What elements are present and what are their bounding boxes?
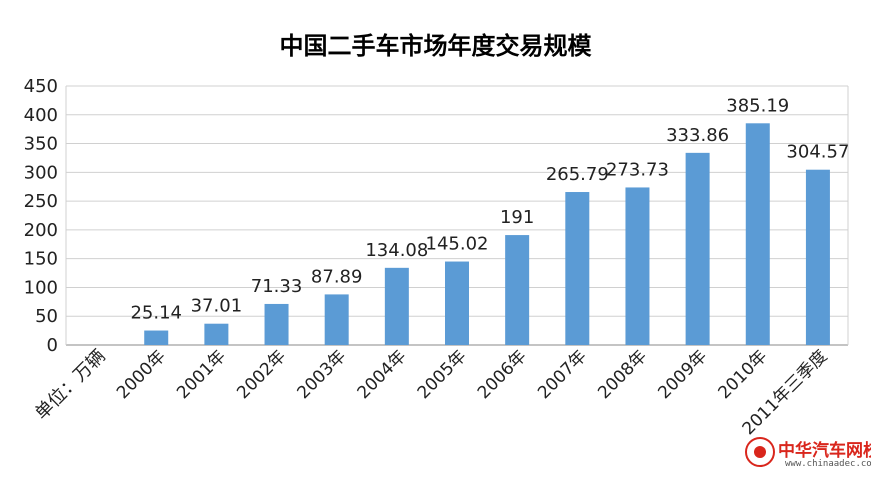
- y-tick-label: 200: [24, 220, 58, 241]
- x-tick-label: 2003年: [293, 346, 350, 403]
- y-tick-label: 0: [47, 335, 58, 356]
- data-label: 145.02: [426, 234, 489, 255]
- bars: [144, 123, 830, 345]
- unit-label: 单位：万辆: [31, 346, 109, 424]
- x-tick-label: 2008年: [594, 346, 651, 403]
- y-axis-ticks: 0 50 100 150 200 250 300 350 400 450: [24, 76, 58, 356]
- x-tick-label: 2004年: [354, 346, 411, 403]
- x-tick-label: 2010年: [715, 346, 772, 403]
- bar: [625, 187, 650, 345]
- logo-icon: [745, 437, 775, 467]
- y-tick-label: 150: [24, 249, 58, 270]
- watermark-logo: 中华汽车网校 www.chinaadec.com: [745, 435, 871, 475]
- data-label: 385.19: [726, 95, 789, 116]
- bar: [264, 303, 289, 345]
- data-label: 25.14: [130, 303, 182, 324]
- bar: [685, 152, 710, 345]
- x-tick-label: 2002年: [233, 346, 290, 403]
- bar: [445, 261, 469, 345]
- x-tick-label: 2000年: [113, 346, 170, 403]
- y-tick-label: 250: [24, 191, 58, 212]
- data-label: 71.33: [251, 276, 303, 297]
- data-label: 265.79: [546, 164, 609, 185]
- y-tick-label: 100: [24, 277, 58, 298]
- bar: [324, 294, 349, 345]
- y-tick-label: 50: [35, 306, 58, 327]
- data-label: 304.57: [786, 142, 849, 163]
- bar: [805, 169, 830, 345]
- data-label: 191: [500, 207, 534, 228]
- x-axis-ticks: 单位：万辆 2000年 2001年 2002年 2003年 2004年 2005年 2006年…: [31, 346, 831, 440]
- bar: [745, 123, 770, 345]
- x-tick-label: 2001年: [173, 346, 230, 403]
- y-tick-label: 350: [24, 134, 58, 155]
- y-tick-label: 450: [24, 76, 58, 97]
- bar: [204, 323, 229, 345]
- x-tick-label: 2009年: [654, 346, 711, 403]
- logo-url: www.chinaadec.com: [785, 459, 871, 469]
- x-tick-label: 2007年: [534, 346, 591, 403]
- chart-title: 中国二手车市场年度交易规模: [279, 32, 592, 60]
- x-tick-label: 2005年: [414, 346, 471, 403]
- data-label: 87.89: [311, 266, 363, 287]
- y-tick-label: 300: [24, 162, 58, 183]
- data-label: 273.73: [606, 159, 669, 180]
- y-tick-label: 400: [24, 105, 58, 126]
- bar: [565, 192, 590, 345]
- bar: [144, 330, 169, 345]
- data-label: 333.86: [666, 125, 729, 146]
- bar: [505, 235, 530, 345]
- x-tick-label: 2006年: [474, 346, 531, 403]
- data-label: 134.08: [365, 240, 428, 261]
- logo-name: 中华汽车网校: [778, 441, 871, 461]
- data-label: 37.01: [191, 296, 243, 317]
- bar: [384, 267, 409, 345]
